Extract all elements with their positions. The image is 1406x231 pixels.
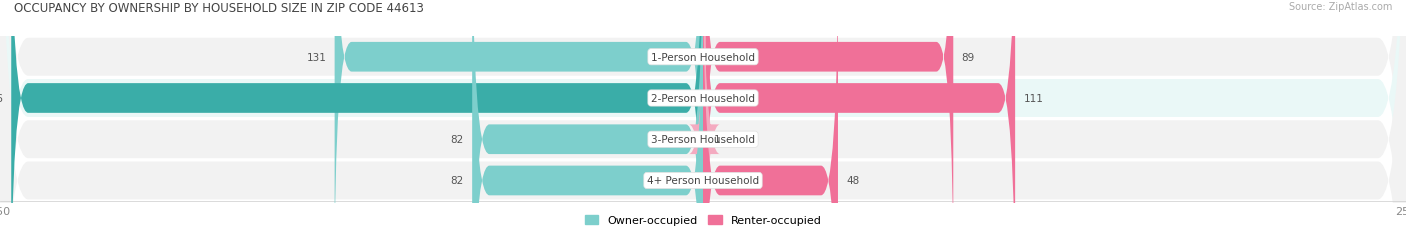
FancyBboxPatch shape: [703, 0, 953, 231]
FancyBboxPatch shape: [335, 0, 703, 231]
Text: 1-Person Household: 1-Person Household: [651, 52, 755, 62]
FancyBboxPatch shape: [689, 0, 720, 231]
Text: 246: 246: [0, 94, 3, 103]
Legend: Owner-occupied, Renter-occupied: Owner-occupied, Renter-occupied: [585, 215, 821, 225]
Text: Source: ZipAtlas.com: Source: ZipAtlas.com: [1288, 2, 1392, 12]
Text: OCCUPANCY BY OWNERSHIP BY HOUSEHOLD SIZE IN ZIP CODE 44613: OCCUPANCY BY OWNERSHIP BY HOUSEHOLD SIZE…: [14, 2, 425, 15]
Text: 111: 111: [1024, 94, 1043, 103]
Text: 3-Person Household: 3-Person Household: [651, 135, 755, 145]
Text: 131: 131: [307, 52, 326, 62]
FancyBboxPatch shape: [472, 0, 703, 231]
Text: 1: 1: [714, 135, 721, 145]
FancyBboxPatch shape: [703, 0, 1015, 231]
Text: 82: 82: [451, 135, 464, 145]
Text: 4+ Person Household: 4+ Person Household: [647, 176, 759, 186]
Text: 2-Person Household: 2-Person Household: [651, 94, 755, 103]
Text: 89: 89: [962, 52, 974, 62]
FancyBboxPatch shape: [472, 0, 703, 231]
FancyBboxPatch shape: [703, 0, 838, 231]
Text: 48: 48: [846, 176, 859, 186]
FancyBboxPatch shape: [11, 0, 703, 231]
Text: 82: 82: [451, 176, 464, 186]
